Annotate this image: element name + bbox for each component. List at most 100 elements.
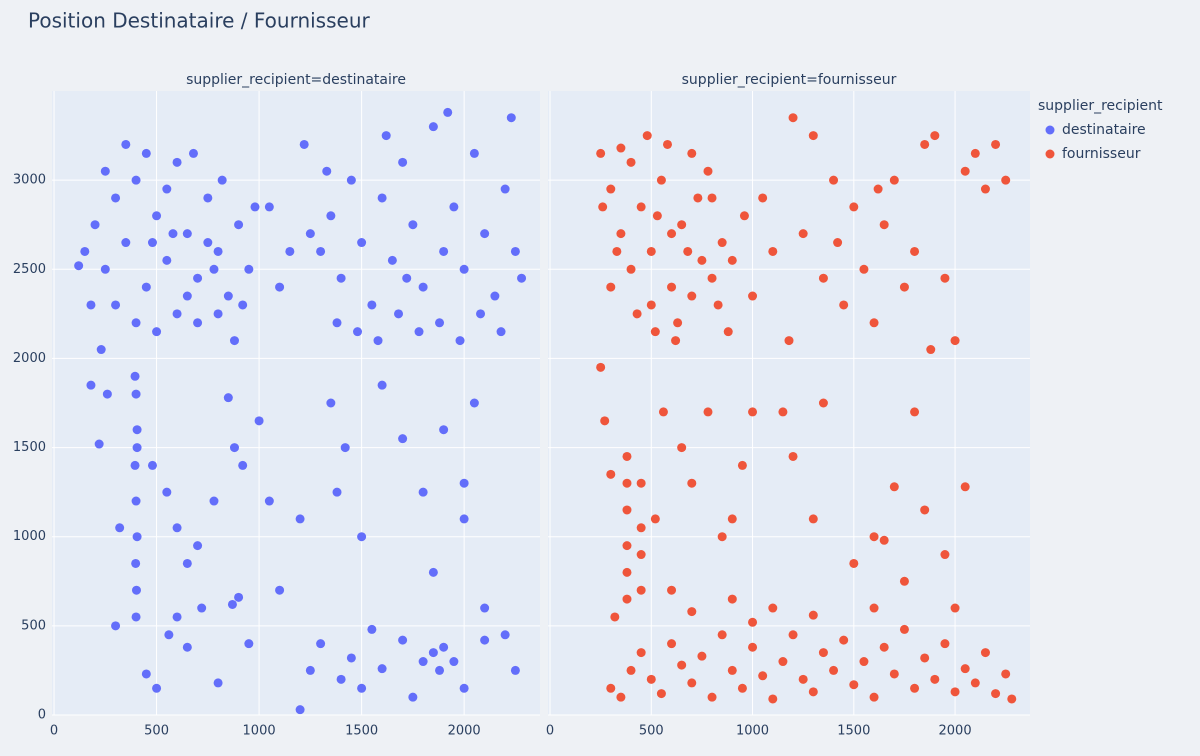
scatter-point [402, 273, 412, 283]
x-tick-label: 1000 [243, 724, 276, 739]
scatter-point [96, 345, 106, 355]
scatter-point [229, 336, 239, 346]
x-tick-label: 500 [639, 724, 664, 739]
scatter-point [859, 657, 869, 667]
x-tick-label: 2000 [448, 724, 481, 739]
scatter-point [622, 567, 632, 577]
scatter-point [839, 635, 849, 645]
scatter-point [490, 291, 500, 301]
scatter-point [275, 282, 285, 292]
scatter-point [193, 541, 203, 551]
scatter-point [980, 184, 990, 194]
scatter-point [182, 642, 192, 652]
y-tick-label: 2000 [13, 351, 46, 366]
scatter-point [285, 246, 295, 256]
scatter-point [264, 496, 274, 506]
x-tick-label: 1500 [837, 724, 870, 739]
scatter-point [373, 336, 383, 346]
scatter-point [873, 184, 883, 194]
scatter-point [209, 496, 219, 506]
scatter-point [111, 300, 121, 310]
scatter-point [687, 678, 697, 688]
scatter-point [910, 407, 920, 417]
scatter-point [727, 594, 737, 604]
scatter-point [305, 229, 315, 239]
scatter-point [869, 692, 879, 702]
scatter-point [768, 694, 778, 704]
scatter-point [727, 514, 737, 524]
y-tick-label: 1500 [13, 440, 46, 455]
scatter-point [839, 300, 849, 310]
scatter-point [316, 639, 326, 649]
scatter-point [687, 607, 697, 617]
y-tick-label: 3000 [13, 173, 46, 188]
scatter-point [626, 157, 636, 167]
scatter-point [768, 603, 778, 613]
scatter-point [869, 532, 879, 542]
x-tick-label: 0 [546, 724, 554, 739]
scatter-point [353, 327, 363, 337]
scatter-point [94, 439, 104, 449]
scatter-point [244, 264, 254, 274]
scatter-point [899, 282, 909, 292]
x-tick-label: 500 [144, 724, 169, 739]
scatter-point [377, 193, 387, 203]
scatter-point [254, 416, 264, 426]
scatter-point [818, 648, 828, 658]
scatter-point [859, 264, 869, 274]
scatter-point [626, 665, 636, 675]
plot-area [548, 91, 1030, 715]
scatter-point [926, 345, 936, 355]
scatter-point [443, 107, 453, 117]
scatter-point [717, 630, 727, 640]
scatter-point [646, 674, 656, 684]
scatter-point [737, 683, 747, 693]
scatter-point [727, 665, 737, 675]
scatter-point [428, 122, 438, 132]
scatter-point [980, 648, 990, 658]
scatter-point [332, 318, 342, 328]
scatter-point [920, 653, 930, 663]
scatter-point [606, 683, 616, 693]
scatter-point [130, 460, 140, 470]
scatter-point [394, 309, 404, 319]
scatter-point [510, 665, 520, 675]
x-tick-label: 2000 [939, 724, 972, 739]
scatter-point [950, 687, 960, 697]
scatter-point [899, 576, 909, 586]
scatter-point [131, 558, 141, 568]
scatter-point [193, 318, 203, 328]
scatter-point [377, 664, 387, 674]
scatter-point [610, 612, 620, 622]
scatter-point [346, 175, 356, 185]
scatter-point [687, 478, 697, 488]
scatter-point [131, 389, 141, 399]
legend-label: fournisseur [1062, 146, 1141, 162]
scatter-point [636, 585, 646, 595]
scatter-point [808, 610, 818, 620]
scatter-point [377, 380, 387, 390]
scatter-point [869, 318, 879, 328]
scatter-point [960, 166, 970, 176]
scatter-point [606, 282, 616, 292]
scatter-point [141, 282, 151, 292]
scatter-point [238, 300, 248, 310]
scatter-point [612, 246, 622, 256]
scatter-point [469, 148, 479, 158]
scatter-point [182, 291, 192, 301]
scatter-point [387, 255, 397, 265]
scatter-point [500, 184, 510, 194]
scatter-point [703, 166, 713, 176]
scatter-point [677, 443, 687, 453]
scatter-point [213, 246, 223, 256]
scatter-point [336, 674, 346, 684]
scatter-point [213, 678, 223, 688]
legend-marker [1045, 149, 1055, 159]
scatter-point [449, 657, 459, 667]
scatter-point [737, 460, 747, 470]
scatter-point [879, 535, 889, 545]
scatter-point [650, 327, 660, 337]
scatter-point [598, 202, 608, 212]
scatter-point [622, 594, 632, 604]
scatter-point [295, 514, 305, 524]
